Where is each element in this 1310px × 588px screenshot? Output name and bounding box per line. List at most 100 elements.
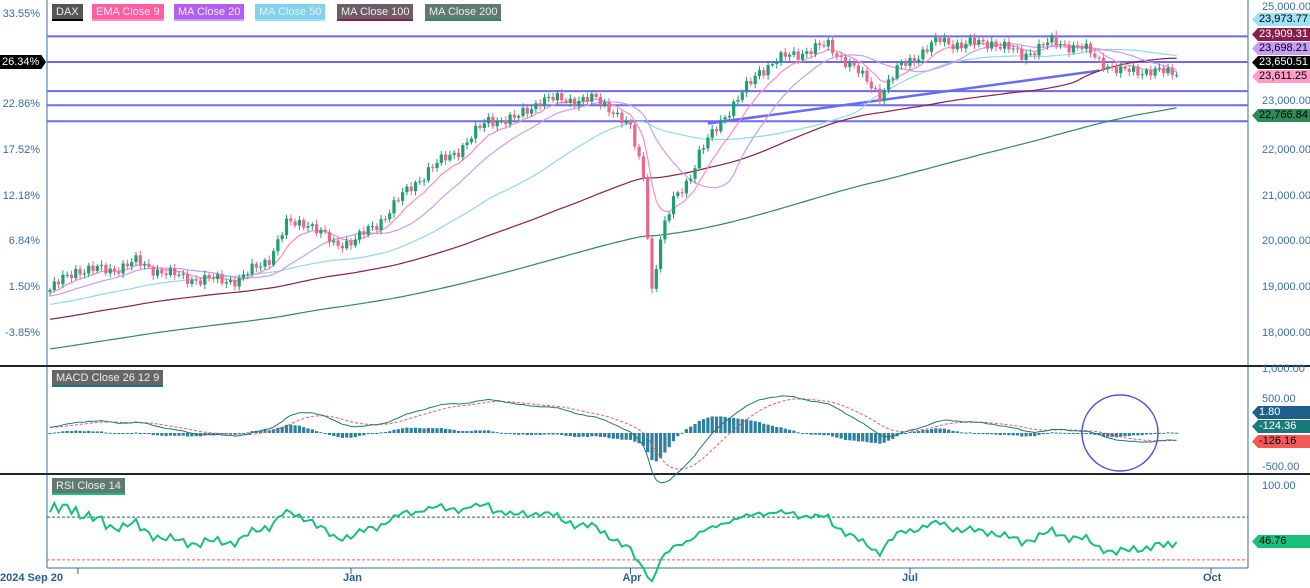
candle-body (727, 115, 731, 118)
macd-histogram-bar (289, 424, 293, 433)
candle-body (684, 180, 688, 194)
candle-body (345, 240, 349, 249)
candle-body (904, 62, 908, 66)
candle-body (577, 101, 581, 107)
candle-body (448, 154, 452, 161)
macd-histogram-bar (714, 416, 719, 433)
candle-body (1054, 35, 1058, 46)
price-tick: 23,000.00 (1262, 95, 1310, 107)
candle-body (852, 62, 856, 66)
macd-histogram-bar (813, 433, 817, 435)
macd-histogram-bar (1149, 433, 1153, 435)
legend-item[interactable]: MA Close 20 (174, 4, 245, 21)
macd-histogram-bar (861, 433, 865, 442)
macd-histogram-bar (783, 428, 787, 433)
candle-body (542, 97, 547, 107)
macd-histogram-bar (706, 417, 710, 433)
macd-histogram-bar (177, 433, 181, 436)
candle-body (968, 37, 972, 45)
candle-body (886, 79, 891, 90)
macd-tick: 500.00 (1262, 393, 1296, 405)
macd-histogram-bar (48, 433, 52, 434)
candle-body (74, 268, 78, 279)
macd-histogram-bar (237, 433, 241, 434)
candle-body (719, 119, 723, 132)
macd-histogram-bar (229, 433, 233, 435)
macd-histogram-bar (181, 433, 185, 436)
candle-body (620, 112, 624, 124)
macd-histogram-bar (366, 433, 370, 435)
macd-histogram-bar (762, 423, 766, 433)
candle-body (48, 289, 52, 292)
candle-body (370, 226, 375, 228)
macd-histogram-bar (207, 433, 211, 435)
macd-histogram-bar (796, 432, 800, 434)
candle-body (702, 148, 706, 150)
macd-histogram-bar (1058, 432, 1063, 434)
macd-histogram-bar (396, 429, 400, 433)
legend-item[interactable]: EMA Close 9 (92, 4, 164, 21)
legend-item[interactable]: MA Close 100 (337, 4, 414, 21)
macd-histogram-bar (439, 427, 443, 433)
macd-histogram-bar (78, 430, 82, 433)
candle-body (947, 37, 951, 45)
macd-histogram-bar (121, 433, 125, 434)
candle-body (254, 263, 258, 268)
macd-histogram-bar (603, 433, 607, 438)
candle-body (1157, 67, 1161, 69)
candle-body (1058, 44, 1063, 46)
price-label: 23,698.21 (1252, 42, 1310, 55)
macd-histogram-bar (1063, 432, 1067, 434)
candle-body (203, 274, 207, 285)
candle-body (977, 39, 981, 45)
candle-body (280, 235, 284, 240)
candle-body (104, 264, 108, 274)
x-tick-label: Oct (1203, 572, 1222, 584)
macd-histogram-bar (968, 432, 972, 434)
macd-histogram-bar (942, 428, 946, 433)
candle-body (736, 99, 740, 102)
legend-item[interactable]: MA Close 50 (255, 4, 326, 21)
candle-body (891, 78, 895, 80)
macd-histogram-bar (676, 433, 680, 437)
candle-body (1007, 41, 1011, 50)
macd-histogram-bar (375, 433, 379, 434)
candle-body (921, 49, 925, 60)
macd-histogram-bar (1175, 432, 1179, 434)
candle-body (353, 239, 357, 246)
macd-histogram-bar (616, 433, 620, 439)
macd-histogram-bar (818, 433, 822, 435)
candle-body (895, 65, 899, 79)
candle-body (770, 63, 774, 66)
candle-body (680, 192, 684, 194)
macd-histogram-bar (1093, 433, 1097, 435)
candle-body (168, 268, 172, 276)
candle-body (112, 268, 117, 272)
macd-histogram-bar (1140, 433, 1144, 436)
pct-tick: 12.18% (3, 190, 41, 202)
candle-body (955, 42, 959, 50)
macd-histogram-bar (517, 433, 521, 435)
candle-body (220, 274, 224, 284)
macd-histogram-bar (723, 416, 727, 433)
candle-body (250, 263, 254, 275)
macd-histogram-bar (654, 433, 658, 462)
macd-histogram-bar (379, 432, 383, 434)
legend-item[interactable]: DAX (52, 4, 83, 21)
left-current-pct: 26.34% (0, 55, 46, 69)
legend-item[interactable]: MA Close 200 (425, 4, 502, 21)
candle-body (1046, 42, 1050, 46)
macd-histogram-bar (779, 427, 783, 433)
macd-histogram-bar (392, 429, 396, 433)
candle-body (650, 238, 654, 289)
macd-histogram-bar (1041, 433, 1045, 435)
candle-body (379, 219, 383, 231)
candle-body (534, 103, 538, 110)
candle-body (388, 213, 392, 220)
macd-histogram-bar (749, 420, 753, 433)
ma20-line (49, 43, 1177, 297)
macd-histogram-bar (882, 433, 886, 443)
candle-body (409, 186, 413, 192)
candle-body (173, 268, 177, 276)
